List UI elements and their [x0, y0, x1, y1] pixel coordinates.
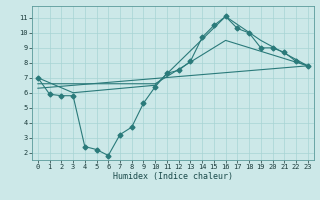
X-axis label: Humidex (Indice chaleur): Humidex (Indice chaleur): [113, 172, 233, 181]
